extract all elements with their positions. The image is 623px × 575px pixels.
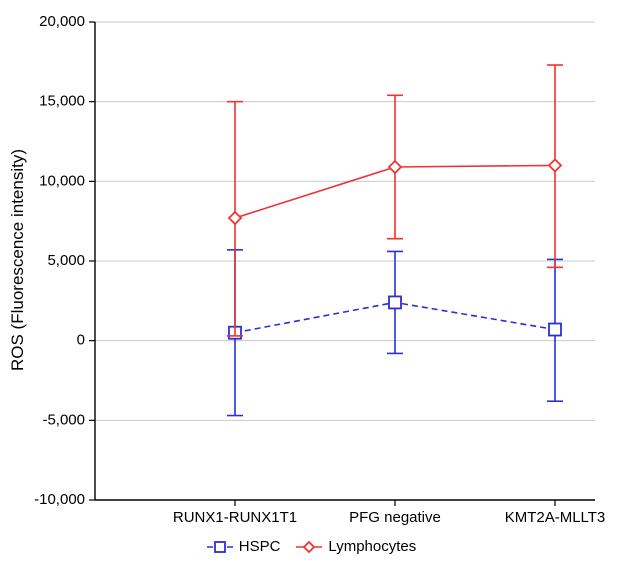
series-hspc bbox=[227, 250, 563, 416]
y-tick-label: 0 bbox=[77, 332, 85, 349]
x-tick-label: RUNX1-RUNX1T1 bbox=[173, 509, 297, 526]
ros-errorbar-chart: -10,000 -5,000 0 5,000 10,000 15,000 20,000 RUN… bbox=[0, 0, 623, 575]
marker-diamond bbox=[549, 159, 561, 171]
legend-item-hspc: HSPC bbox=[207, 538, 281, 555]
legend-swatch bbox=[296, 540, 322, 554]
marker-square bbox=[549, 324, 561, 336]
marker-diamond bbox=[229, 212, 241, 224]
y-tick-label: 15,000 bbox=[39, 93, 85, 110]
y-tick-label: 20,000 bbox=[39, 13, 85, 30]
legend-swatch bbox=[207, 540, 233, 554]
y-tick-label: 5,000 bbox=[47, 252, 85, 269]
legend-label: HSPC bbox=[239, 538, 281, 555]
marker-square bbox=[389, 296, 401, 308]
y-tick-label: -5,000 bbox=[42, 411, 85, 428]
chart-canvas: -10,000 -5,000 0 5,000 10,000 15,000 20,000 RUN… bbox=[0, 0, 623, 575]
legend: HSPC Lymphocytes bbox=[0, 538, 623, 558]
marker-diamond bbox=[389, 161, 401, 173]
y-tick-label: -10,000 bbox=[34, 491, 85, 508]
y-tick-label: 10,000 bbox=[39, 172, 85, 189]
x-tick-label: PFG negative bbox=[349, 509, 441, 526]
x-tick-label: KMT2A-MLLT3 bbox=[505, 509, 606, 526]
legend-label: Lymphocytes bbox=[328, 538, 416, 555]
legend-item-lymph: Lymphocytes bbox=[296, 538, 416, 555]
y-axis-title: ROS (Fluorescence intensity) bbox=[8, 149, 28, 371]
